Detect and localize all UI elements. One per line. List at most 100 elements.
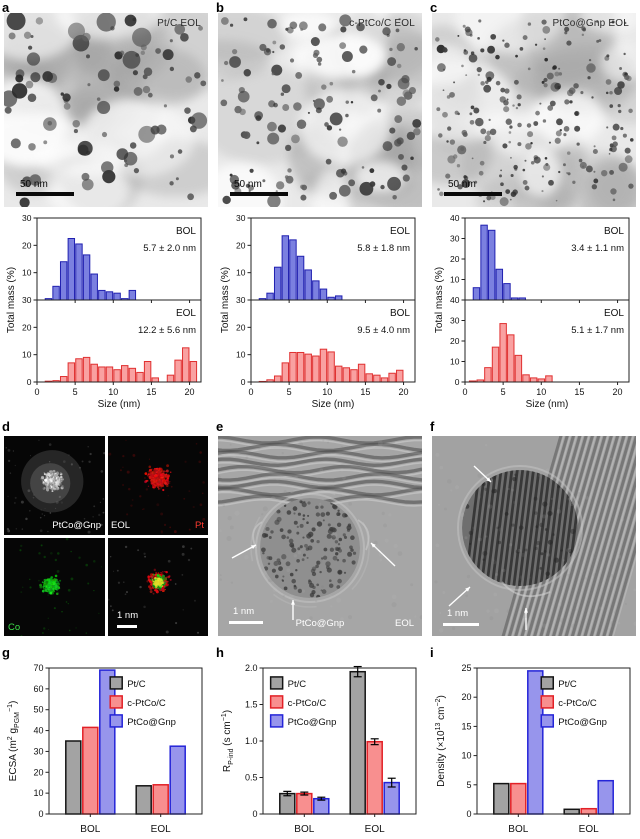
panel-letter-f: f [430, 419, 435, 434]
svg-text:Size (nm): Size (nm) [312, 399, 355, 410]
map-sample-label: PtCo@Gnp [52, 520, 101, 531]
svg-text:0: 0 [252, 809, 257, 819]
svg-text:20: 20 [185, 387, 195, 397]
hrtem-state-label: EOL [394, 618, 414, 629]
hrtem-sample-label: PtCo@Gnp [295, 618, 345, 629]
svg-text:20: 20 [461, 692, 471, 702]
svg-text:EOL: EOL [390, 226, 410, 237]
svg-text:40: 40 [33, 726, 43, 736]
svg-text:BOL: BOL [390, 308, 410, 319]
pt-co-overlay-map [107, 537, 208, 636]
scalebar-label: 50 nm [234, 179, 262, 190]
svg-text:50: 50 [33, 705, 43, 715]
svg-text:EOL: EOL [579, 824, 599, 835]
density-bar-chart: 0 5 10 15 20 25 BOL EOL Pt/C c-PtCo/C PtCo@Gnp Dens… [432, 658, 636, 838]
svg-text:10: 10 [22, 350, 32, 360]
stem-image [4, 436, 105, 535]
svg-text:10: 10 [536, 387, 546, 397]
svg-text:c-PtCo/C: c-PtCo/C [558, 698, 597, 709]
svg-text:5: 5 [287, 387, 292, 397]
svg-text:BOL: BOL [508, 824, 528, 835]
svg-text:10: 10 [108, 387, 118, 397]
svg-text:20: 20 [22, 322, 32, 332]
svg-text:BOL: BOL [604, 226, 624, 237]
resistance-bar-chart: 0 0.5 1.0 1.5 2.0 BOL EOL Pt/C c-PtCo/C PtCo@Gnp R… [218, 658, 422, 838]
svg-text:3.4 ± 1.1 nm: 3.4 ± 1.1 nm [571, 243, 624, 254]
svg-text:15: 15 [360, 387, 370, 397]
svg-text:0: 0 [241, 377, 246, 387]
svg-text:30: 30 [33, 746, 43, 756]
svg-text:15: 15 [574, 387, 584, 397]
panel-letter-h: h [216, 645, 224, 660]
svg-text:9.5 ± 4.0 nm: 9.5 ± 4.0 nm [357, 325, 410, 336]
hrtem-scalebar-line [443, 623, 479, 626]
svg-text:EOL: EOL [604, 308, 624, 319]
svg-text:10: 10 [450, 275, 460, 285]
svg-text:70: 70 [33, 663, 43, 673]
svg-text:30: 30 [450, 234, 460, 244]
svg-text:25: 25 [461, 663, 471, 673]
svg-text:Density (×1013 cm−2): Density (×1013 cm−2) [435, 695, 447, 787]
svg-text:2.0: 2.0 [245, 663, 258, 673]
svg-text:Size (nm): Size (nm) [98, 399, 141, 410]
tem-micrograph-cptcoc-eol: c-PtCo/C EOL 50 nm [218, 13, 422, 207]
svg-text:12.2 ± 5.6 nm: 12.2 ± 5.6 nm [138, 325, 196, 336]
svg-text:1.0: 1.0 [245, 736, 258, 746]
scalebar-line [16, 192, 74, 196]
co-map [4, 537, 105, 636]
svg-text:60: 60 [33, 684, 43, 694]
svg-text:10: 10 [236, 350, 246, 360]
hrtem-scalebar-label: 1 nm [447, 608, 469, 619]
svg-text:20: 20 [399, 387, 409, 397]
svg-text:Pt/C: Pt/C [558, 679, 577, 690]
svg-text:0: 0 [462, 387, 467, 397]
ecsa-bar-chart: 0 10 20 30 40 50 60 70 BOL EOL Pt/C c-PtCo/C PtCo@Gn… [4, 658, 208, 838]
svg-text:5: 5 [466, 780, 471, 790]
map-scalebar-line [117, 625, 137, 628]
svg-text:30: 30 [236, 295, 246, 305]
co-element-label: Co [8, 622, 21, 633]
svg-text:5.7 ± 2.0 nm: 5.7 ± 2.0 nm [143, 243, 196, 254]
hrtem-image-e: 1 nm PtCo@Gnp EOL [218, 436, 422, 636]
svg-text:15: 15 [146, 387, 156, 397]
svg-text:30: 30 [22, 295, 32, 305]
svg-text:c-PtCo/C: c-PtCo/C [288, 698, 327, 709]
scalebar-line [230, 192, 288, 196]
svg-text:10: 10 [236, 268, 246, 278]
eds-map-grid [4, 436, 208, 636]
hrtem-scalebar-line [229, 621, 263, 624]
histogram-pair-b: 10 20 30 EOL 5.8 ± 1.8 nm 0 10 20 30 0 5 10 15 20 BOL 9… [218, 212, 422, 410]
svg-text:0: 0 [455, 377, 460, 387]
svg-text:5: 5 [73, 387, 78, 397]
pt-element-label: Pt [195, 520, 204, 531]
tem-sample-label: c-PtCo/C EOL [349, 18, 415, 29]
hrtem-scalebar-label: 1 nm [233, 606, 255, 617]
svg-text:40: 40 [450, 213, 460, 223]
svg-text:Total mass (%): Total mass (%) [6, 267, 17, 333]
pt-map [107, 436, 208, 535]
tem-sample-label: Pt/C EOL [157, 18, 201, 29]
svg-text:40: 40 [450, 295, 460, 305]
svg-text:PtCo@Gnp: PtCo@Gnp [288, 717, 337, 728]
histogram-pair-a: 10 20 30 BOL 5.7 ± 2.0 nm 0 10 20 30 0 5 10 15 20 EOL 1… [4, 212, 208, 410]
histogram-pair-c: 10 20 30 40 BOL 3.4 ± 1.1 nm 0 10 20 30 40 0 5 10 15 20… [432, 212, 636, 410]
map-scalebar-label: 1 nm [117, 610, 139, 621]
svg-text:c-PtCo/C: c-PtCo/C [127, 698, 166, 709]
panel-letter-i: i [430, 645, 434, 660]
panel-letter-c: c [430, 0, 438, 15]
svg-text:5: 5 [501, 387, 506, 397]
panel-letter-a: a [2, 0, 10, 15]
map-state-label: EOL [111, 520, 131, 531]
svg-text:0: 0 [34, 387, 39, 397]
tem-micrograph-ptcognp-eol: PtCo@Gnp EOL 50 nm [432, 13, 636, 207]
svg-text:Total mass (%): Total mass (%) [434, 267, 445, 333]
svg-text:RP-ind (s cm−1): RP-ind (s cm−1) [221, 710, 235, 772]
svg-text:EOL: EOL [176, 308, 196, 319]
panel-letter-d: d [2, 419, 10, 434]
scalebar-label: 50 nm [448, 179, 476, 190]
svg-text:30: 30 [22, 213, 32, 223]
tem-micrograph-ptc-eol: Pt/C EOL 50 nm [4, 13, 208, 207]
svg-text:0.5: 0.5 [245, 773, 258, 783]
panel-letter-b: b [216, 0, 224, 15]
